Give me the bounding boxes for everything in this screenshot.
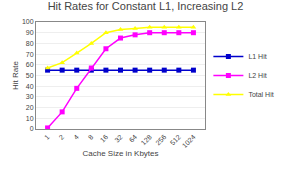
svg-text:128: 128 [140,133,153,146]
svg-text:512: 512 [169,133,182,146]
svg-text:2: 2 [58,133,66,141]
svg-text:256: 256 [154,133,167,146]
svg-text:Total Hit: Total Hit [248,91,273,98]
svg-text:70: 70 [26,51,34,58]
svg-text:L1 Hit: L1 Hit [248,53,266,60]
svg-text:Hit Rates for Constant L1, Inc: Hit Rates for Constant L1, Increasing L2 [48,0,244,12]
svg-text:4: 4 [72,133,80,141]
svg-text:50: 50 [26,72,34,79]
svg-text:8: 8 [87,133,95,141]
svg-text:30: 30 [26,93,34,100]
svg-text:60: 60 [26,61,34,68]
svg-text:1024: 1024 [181,133,197,149]
svg-text:90: 90 [26,29,34,36]
svg-text:100: 100 [22,18,34,25]
svg-text:32: 32 [113,133,124,144]
svg-text:Hit Rate: Hit Rate [11,61,20,90]
svg-text:20: 20 [26,104,34,111]
svg-text:1: 1 [43,133,51,141]
svg-text:10: 10 [26,115,34,122]
svg-text:80: 80 [26,40,34,47]
svg-text:16: 16 [99,133,110,144]
svg-text:Cache Size in Kbytes: Cache Size in Kbytes [82,149,158,158]
svg-text:0: 0 [30,125,34,132]
svg-text:64: 64 [128,133,139,144]
svg-text:L2 Hit: L2 Hit [248,72,266,79]
svg-text:40: 40 [26,83,34,90]
